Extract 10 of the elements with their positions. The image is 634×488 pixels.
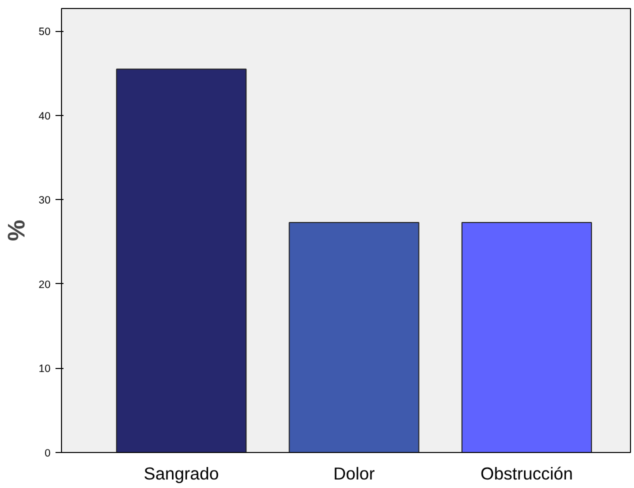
y-axis-title: % xyxy=(4,220,31,242)
x-tick-label: Obstrucción xyxy=(480,464,573,484)
y-tick-label: 30 xyxy=(38,194,51,207)
y-tick-label: 0 xyxy=(44,448,51,460)
y-tick-label: 10 xyxy=(38,363,51,376)
x-tick-label: Sangrado xyxy=(144,464,219,484)
y-tick-label: 50 xyxy=(38,26,51,38)
x-tick-label: Dolor xyxy=(333,464,375,484)
y-tick-label: 20 xyxy=(38,279,51,291)
y-tick-label: 40 xyxy=(38,110,51,122)
